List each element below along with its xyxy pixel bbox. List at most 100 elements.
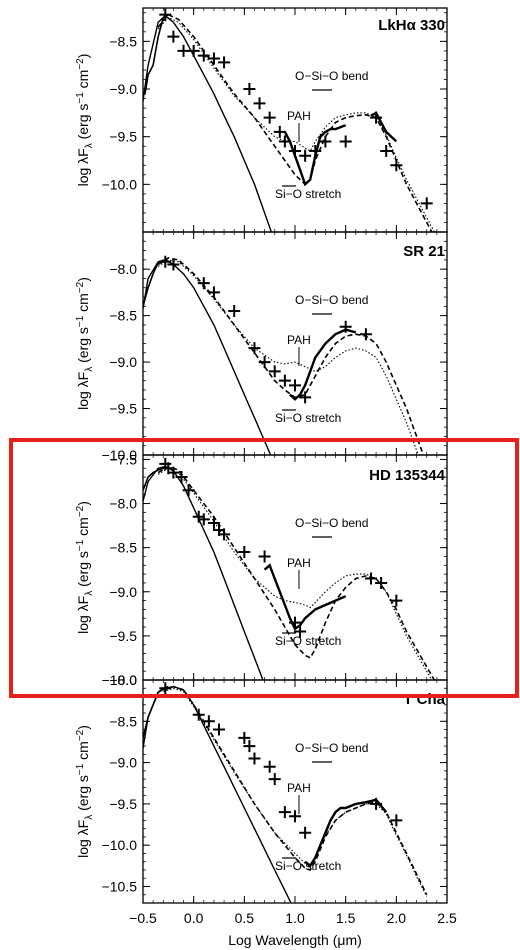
photometry-point: [159, 8, 172, 21]
model-dashed-line: [157, 465, 436, 680]
optical-spectrum-line: [143, 259, 164, 310]
stellar-photosphere-line: [143, 14, 273, 232]
photometry-point: [167, 466, 180, 479]
model-dotted-line: [157, 16, 435, 232]
photometry-point: [309, 144, 322, 157]
y-tick-label: −10.0: [102, 672, 138, 688]
panel-plot-area: [143, 682, 428, 903]
photometry-point: [197, 49, 210, 62]
photometry-point: [263, 760, 276, 773]
photometry-point: [159, 255, 172, 268]
photometry-point: [278, 135, 291, 148]
y-tick-label: −9.0: [109, 755, 137, 771]
annotation-pah: PAH: [287, 333, 311, 347]
photometry-point: [299, 826, 312, 839]
photometry-point: [299, 391, 312, 404]
panel-title: T Cha: [403, 691, 445, 708]
photometry-point: [253, 97, 266, 110]
model-dashed-line: [163, 685, 428, 896]
annotation-stretch: Si−O stretch: [275, 187, 341, 201]
photometry-point: [192, 708, 205, 721]
x-tick-label: 0.5: [235, 910, 255, 926]
photometry-point: [213, 723, 225, 736]
photometry-point: [299, 149, 312, 162]
photometry-point: [207, 52, 220, 65]
photometry-point: [258, 356, 271, 369]
y-tick-label: −10.0: [102, 837, 138, 853]
x-tick-label: −0.5: [129, 910, 157, 926]
photometry-point: [375, 576, 388, 589]
annotation-bend: O−Si−O bend: [295, 516, 368, 530]
photometry-point: [248, 342, 261, 355]
y-axis-label: log λFλ (erg s−1 cm−2): [75, 277, 95, 410]
panel-plot-area: [143, 457, 436, 680]
photometry-point: [197, 277, 210, 290]
photometry-point: [159, 682, 172, 695]
photometry-point: [248, 752, 261, 765]
y-tick-label: −9.0: [109, 81, 137, 97]
photometry-point: [365, 572, 377, 585]
photometry-point: [207, 286, 220, 299]
photometry-point: [177, 44, 190, 57]
photometry-point: [289, 616, 301, 629]
photometry-point: [390, 159, 403, 172]
model-dotted-line: [157, 259, 420, 455]
x-tick-label: 0.0: [184, 910, 204, 926]
photometry-point: [319, 135, 332, 148]
photometry-point: [268, 773, 281, 786]
photometry-point: [243, 740, 256, 753]
y-tick-label: −8.5: [109, 713, 137, 729]
annotation-pah: PAH: [287, 109, 311, 123]
photometry-point: [289, 144, 301, 157]
irs-spectrum-line: [304, 798, 388, 868]
photometry-point: [238, 546, 251, 559]
photometry-point: [197, 513, 210, 526]
photometry-point: [238, 731, 251, 744]
optical-spectrum-line: [143, 467, 164, 494]
photometry-point: [202, 715, 215, 728]
photometry-point: [339, 135, 352, 148]
photometry-point: [258, 550, 271, 563]
y-tick-label: −7.5: [109, 451, 137, 467]
photometry-point: [187, 44, 200, 57]
stellar-photosphere-line: [143, 685, 292, 903]
y-tick-label: −9.5: [109, 129, 137, 145]
photometry-point: [294, 625, 307, 638]
stellar-photosphere-line: [143, 465, 264, 680]
x-tick-label: 2.0: [387, 910, 407, 926]
photometry-point: [278, 374, 291, 387]
y-tick-label: −9.5: [109, 628, 137, 644]
photometry-point: [218, 528, 231, 541]
photometry-point: [420, 197, 433, 210]
y-tick-label: −8.5: [109, 540, 137, 556]
annotation-bend: O−Si−O bend: [295, 69, 368, 83]
y-tick-label: −8.0: [109, 261, 137, 277]
highlight-box: [9, 438, 519, 698]
model-dotted-line: [163, 687, 428, 897]
model-dotted-line: [157, 467, 433, 680]
y-tick-label: −8.5: [109, 308, 137, 324]
panel-title: SR 21: [403, 243, 445, 260]
y-tick-label: −9.5: [109, 401, 137, 417]
annotation-bend: O−Si−O bend: [295, 293, 368, 307]
photometry-point: [380, 144, 393, 157]
x-tick-label: 2.5: [437, 910, 457, 926]
photometry-point: [268, 365, 281, 378]
photometry-point: [167, 30, 180, 43]
photometry-point: [182, 484, 195, 497]
photometry-point: [339, 320, 352, 333]
photometry-point: [207, 516, 220, 529]
annotation-stretch: Si−O stretch: [275, 411, 341, 425]
y-tick-label: −9.0: [109, 584, 137, 600]
panel-plot-area: [143, 8, 435, 232]
annotation-stretch: Si−O stretch: [275, 859, 341, 873]
photometry-point: [278, 806, 291, 819]
photometry-point: [218, 56, 231, 69]
photometry-point: [390, 594, 403, 607]
y-axis-label: log λFλ (erg s−1 cm−2): [75, 725, 95, 858]
y-tick-label: −8.0: [109, 496, 137, 512]
photometry-point: [289, 810, 301, 823]
photometry-point: [228, 304, 241, 317]
